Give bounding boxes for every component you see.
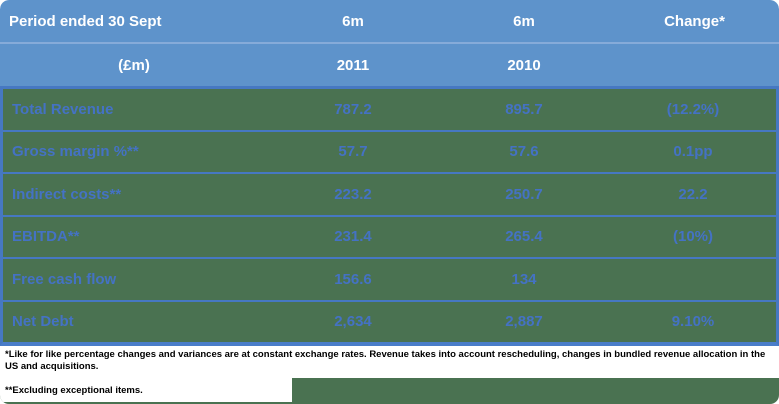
- row-label: Total Revenue: [12, 100, 114, 118]
- footnote-section: *Like for like percentage changes and va…: [0, 346, 779, 404]
- table-body: Total Revenue 787.2 895.7 (12.2%) Gross …: [0, 86, 779, 346]
- value-2011: 57.7: [338, 143, 368, 161]
- value-change: (10%): [672, 228, 713, 246]
- value-2010: 57.6: [509, 143, 539, 161]
- table-header: Period ended 30 Sept 6m 6m Change* (£m) …: [0, 0, 779, 86]
- header-units-label: (£m): [118, 56, 150, 74]
- footnote-like-for-like: *Like for like percentage changes and va…: [0, 346, 779, 378]
- value-change: 22.2: [678, 185, 708, 203]
- row-label: Gross margin %**: [12, 143, 139, 161]
- value-2010: 895.7: [505, 100, 543, 118]
- table-row-indirect-costs: Indirect costs** 223.2 250.7 22.2: [3, 172, 776, 215]
- header-6m-2011: 6m: [342, 12, 364, 30]
- value-change: 9.10%: [671, 313, 715, 331]
- table-row-free-cash-flow: Free cash flow 156.6 134: [3, 257, 776, 300]
- value-change: 0.1pp: [673, 143, 713, 161]
- value-2010: 134: [511, 270, 537, 288]
- table-row-gross-margin: Gross margin %** 57.7 57.6 0.1pp: [3, 129, 776, 173]
- value-2011: 156.6: [334, 270, 372, 288]
- value-2011: 223.2: [334, 185, 372, 203]
- header-6m-2010: 6m: [513, 12, 535, 30]
- header-period-label: Period ended 30 Sept: [9, 12, 162, 30]
- header-year-2011: 2011: [336, 56, 370, 74]
- header-row-period: Period ended 30 Sept 6m 6m Change*: [0, 0, 779, 44]
- value-2010: 265.4: [505, 228, 543, 246]
- value-2010: 2,887: [505, 313, 543, 331]
- value-2011: 231.4: [334, 228, 372, 246]
- row-label: Net Debt: [12, 313, 74, 331]
- value-2010: 250.7: [505, 185, 543, 203]
- row-label: EBITDA**: [12, 228, 80, 246]
- table-row-net-debt: Net Debt 2,634 2,887 9.10%: [3, 299, 776, 343]
- value-2011: 2,634: [334, 313, 372, 331]
- value-change: (12.2%): [666, 100, 720, 118]
- table-row-total-revenue: Total Revenue 787.2 895.7 (12.2%): [3, 89, 776, 130]
- value-2011: 787.2: [334, 100, 372, 118]
- header-row-units: (£m) 2011 2010: [0, 44, 779, 86]
- row-label: Free cash flow: [12, 270, 117, 288]
- row-label: Indirect costs**: [12, 185, 122, 203]
- table-row-ebitda: EBITDA** 231.4 265.4 (10%): [3, 214, 776, 258]
- header-year-2010: 2010: [507, 56, 541, 74]
- footnote-excluding-exceptional: **Excluding exceptional items.: [0, 378, 292, 402]
- header-change: Change*: [664, 12, 725, 30]
